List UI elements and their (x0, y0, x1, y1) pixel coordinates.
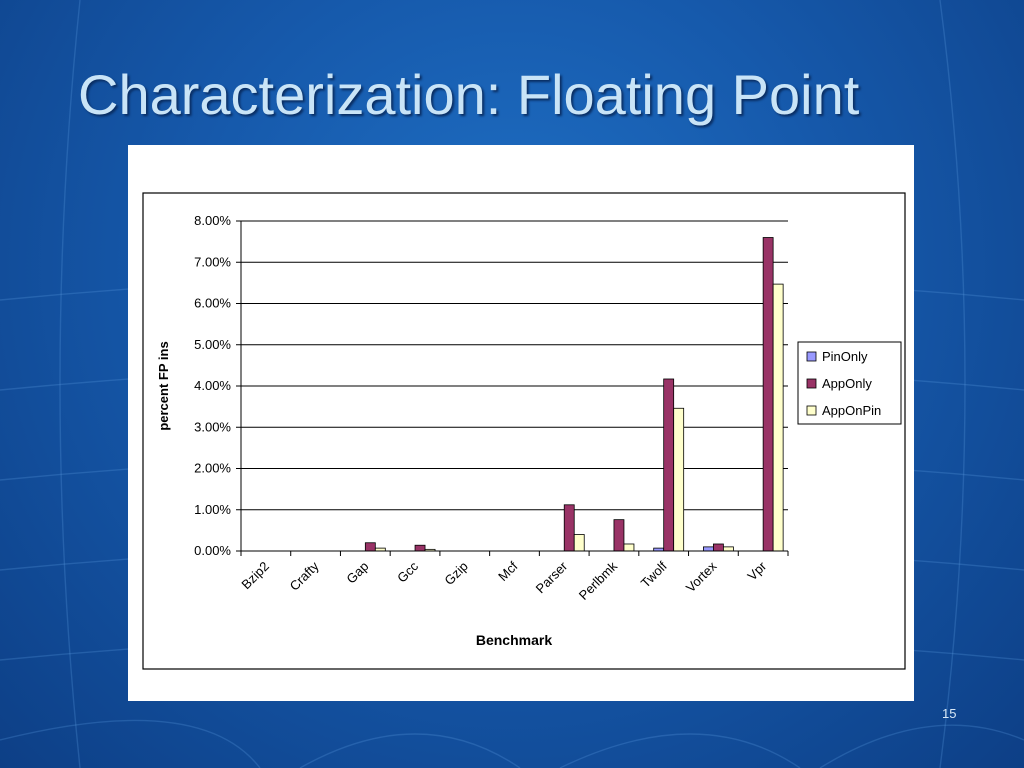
legend-label-apponly: AppOnly (822, 376, 872, 391)
legend: PinOnly AppOnly AppOnPin (797, 341, 902, 425)
bar-apponpin-vortex (723, 546, 734, 552)
legend-swatch-apponly (806, 378, 817, 389)
y-tick-label: 7.00% (194, 254, 231, 269)
legend-swatch-apponpin (806, 405, 817, 416)
x-axis-label: Benchmark (476, 632, 552, 648)
bar-apponpin-twolf (673, 407, 685, 552)
bar-apponpin-parser (573, 534, 585, 552)
y-tick-label: 2.00% (194, 461, 231, 476)
bar-apponpin-perlbmk (623, 543, 635, 552)
bar-apponly-parser (563, 504, 575, 552)
y-tick-label: 5.00% (194, 337, 231, 352)
y-tick-label: 3.00% (194, 419, 231, 434)
y-tick-label: 8.00% (194, 213, 231, 228)
legend-label-apponpin: AppOnPin (822, 403, 881, 418)
y-tick-label: 4.00% (194, 378, 231, 393)
chart-frame (142, 192, 906, 670)
y-tick-label: 6.00% (194, 296, 231, 311)
bars (364, 237, 784, 552)
bar-apponly-gcc (414, 544, 426, 552)
slide-title: Characterization: Floating Point (78, 63, 860, 126)
y-axis-label: percent FP ins (156, 341, 171, 430)
gridlines (241, 220, 788, 511)
legend-label-pinonly: PinOnly (822, 349, 868, 364)
bar-chart: 0.00% 1.00% 2.00% 3.00% 4.00% 5.00% 6.00% 7.00%… (142, 192, 906, 670)
page-number: 15 (942, 706, 957, 721)
bar-apponly-vpr (762, 237, 774, 552)
legend-swatch-pinonly (806, 351, 817, 362)
y-tick-label: 1.00% (194, 502, 231, 517)
y-axis-ticks: 0.00% 1.00% 2.00% 3.00% 4.00% 5.00% 6.00% 7.00%… (194, 213, 241, 558)
chart-panel: 0.00% 1.00% 2.00% 3.00% 4.00% 5.00% 6.00% 7.00%… (128, 145, 914, 701)
bar-apponly-twolf (663, 378, 675, 552)
bar-apponly-gap (364, 542, 376, 552)
bar-apponpin-vpr (772, 283, 784, 552)
bar-apponly-vortex (713, 543, 724, 552)
bar-apponly-perlbmk (613, 519, 625, 552)
bar-pinonly-vortex (703, 546, 714, 552)
y-tick-label: 0.00% (194, 543, 231, 558)
